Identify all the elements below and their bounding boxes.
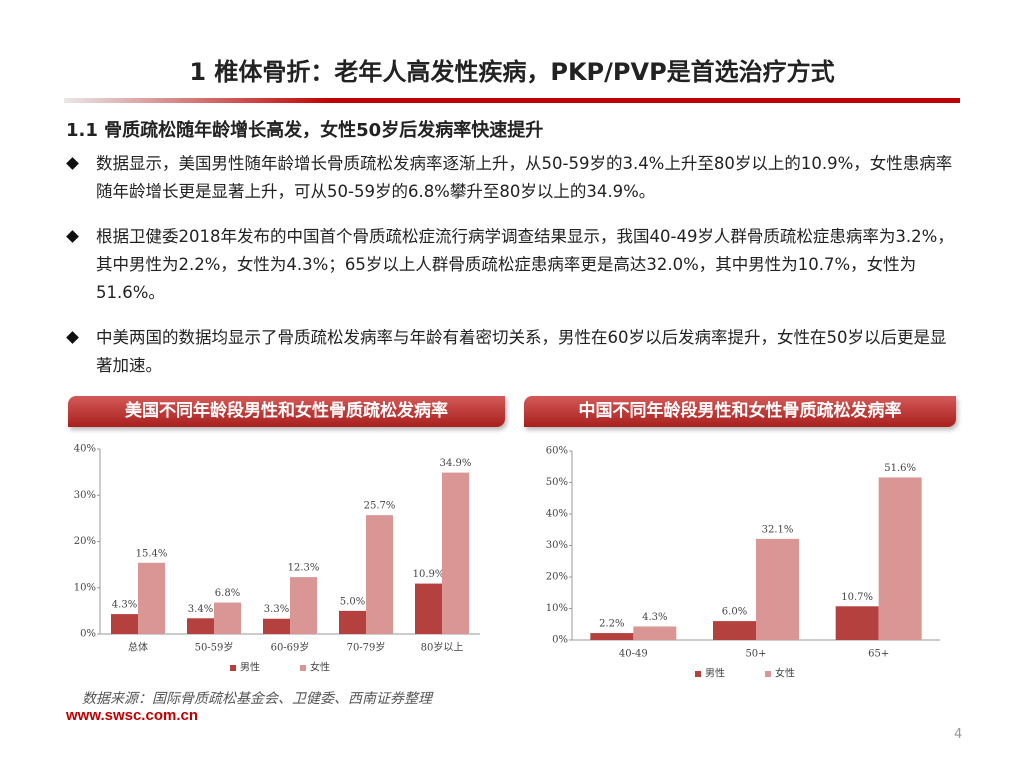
bar	[263, 618, 290, 634]
section-title: 1.1 骨质疏松随年龄增长高发，女性50岁后发病率快速提升	[66, 120, 544, 141]
bar	[187, 618, 214, 634]
x-tick-label: 50+	[745, 649, 766, 660]
y-tick-label: 0%	[552, 635, 568, 646]
bullet-list: 数据显示，美国男性随年龄增长骨质疏松发病率逐渐上升，从50-59岁的3.4%上升…	[66, 150, 961, 397]
value-label: 32.1%	[762, 524, 794, 535]
value-label: 4.3%	[112, 600, 137, 611]
value-label: 6.0%	[722, 607, 747, 618]
legend-label: 男性	[240, 661, 260, 674]
y-tick-label: 40%	[546, 509, 568, 520]
value-label: 6.8%	[215, 588, 240, 599]
legend-label: 男性	[705, 667, 725, 680]
bar	[633, 626, 677, 640]
bullet: 数据显示，美国男性随年龄增长骨质疏松发病率逐渐上升，从50-59岁的3.4%上升…	[66, 150, 961, 206]
y-tick-label: 50%	[546, 477, 568, 488]
page-number: 4	[954, 727, 963, 742]
bar	[290, 577, 317, 634]
legend-swatch	[300, 665, 306, 671]
legend-label: 女性	[775, 667, 795, 680]
y-tick-label: 20%	[546, 572, 568, 583]
legend-swatch	[765, 671, 771, 677]
y-tick-label: 60%	[546, 446, 568, 457]
x-tick-label: 70-79岁	[347, 641, 386, 654]
title-rule	[64, 98, 960, 103]
bar	[111, 614, 138, 634]
x-tick-label: 50-59岁	[195, 641, 234, 654]
value-label: 51.6%	[884, 463, 916, 474]
chart-title: 美国不同年龄段男性和女性骨质疏松发病率	[68, 396, 505, 427]
chart: 0% 10% 20% 30% 40% 总体 4.3% 15.4% 50-59岁 3.4%6.8% 6…	[74, 444, 480, 674]
bar	[878, 477, 922, 640]
y-tick-label: 10%	[546, 603, 568, 614]
value-label: 3.3%	[264, 604, 289, 615]
y-tick-label: 20%	[74, 536, 96, 547]
x-tick-label: 40-49	[619, 649, 648, 660]
bullet: 根据卫健委2018年发布的中国首个骨质疏松症流行病学调查结果显示，我国40-49…	[66, 223, 961, 307]
y-tick-label: 30%	[546, 540, 568, 551]
bar	[415, 583, 442, 634]
bar	[442, 472, 469, 634]
legend-swatch	[695, 671, 701, 677]
bar	[835, 606, 879, 640]
y-tick-label: 40%	[74, 444, 96, 455]
x-tick-label: 80岁以上	[421, 641, 464, 654]
bullet: 中美两国的数据均显示了骨质疏松发病率与年龄有着密切关系，男性在60岁以后发病率提…	[66, 324, 961, 380]
value-label: 5.0%	[340, 596, 365, 607]
legend-label: 女性	[310, 661, 330, 674]
y-tick-label: 0%	[80, 629, 96, 640]
value-label: 15.4%	[136, 548, 168, 559]
y-tick-label: 30%	[74, 490, 96, 501]
bar	[590, 633, 634, 640]
chart-title: 中国不同年龄段男性和女性骨质疏松发病率	[524, 396, 956, 427]
value-label: 10.7%	[841, 592, 873, 603]
source-note: 数据来源：国际骨质疏松基金会、卫健委、西南证券整理	[82, 691, 432, 707]
bar	[214, 602, 241, 634]
bar	[756, 538, 799, 640]
footer-url: www.swsc.com.cn	[66, 707, 198, 724]
y-tick-label: 10%	[74, 582, 96, 593]
legend-swatch	[230, 665, 236, 671]
value-label: 25.7%	[364, 501, 396, 512]
x-tick-label: 65+	[868, 649, 889, 660]
value-label: 12.3%	[288, 563, 320, 574]
value-label: 34.9%	[440, 458, 472, 469]
x-tick-label: 60-69岁	[271, 641, 310, 654]
value-label: 4.3%	[642, 612, 667, 623]
bar	[339, 610, 366, 634]
bar	[366, 515, 393, 634]
x-tick-label: 总体	[128, 641, 148, 654]
bar	[713, 621, 756, 640]
value-label: 2.2%	[599, 619, 624, 630]
chart: 0% 10% 20% 30% 40% 50% 60% 40-49 2.2% 4.3% 50+ 6.0%…	[546, 446, 940, 680]
bar	[138, 562, 165, 634]
value-label: 3.4%	[188, 604, 213, 615]
slide-title: 1 椎体骨折：老年人高发性疾病，PKP/PVP是首选治疗方式	[189, 58, 835, 86]
value-label: 10.9%	[413, 569, 445, 580]
